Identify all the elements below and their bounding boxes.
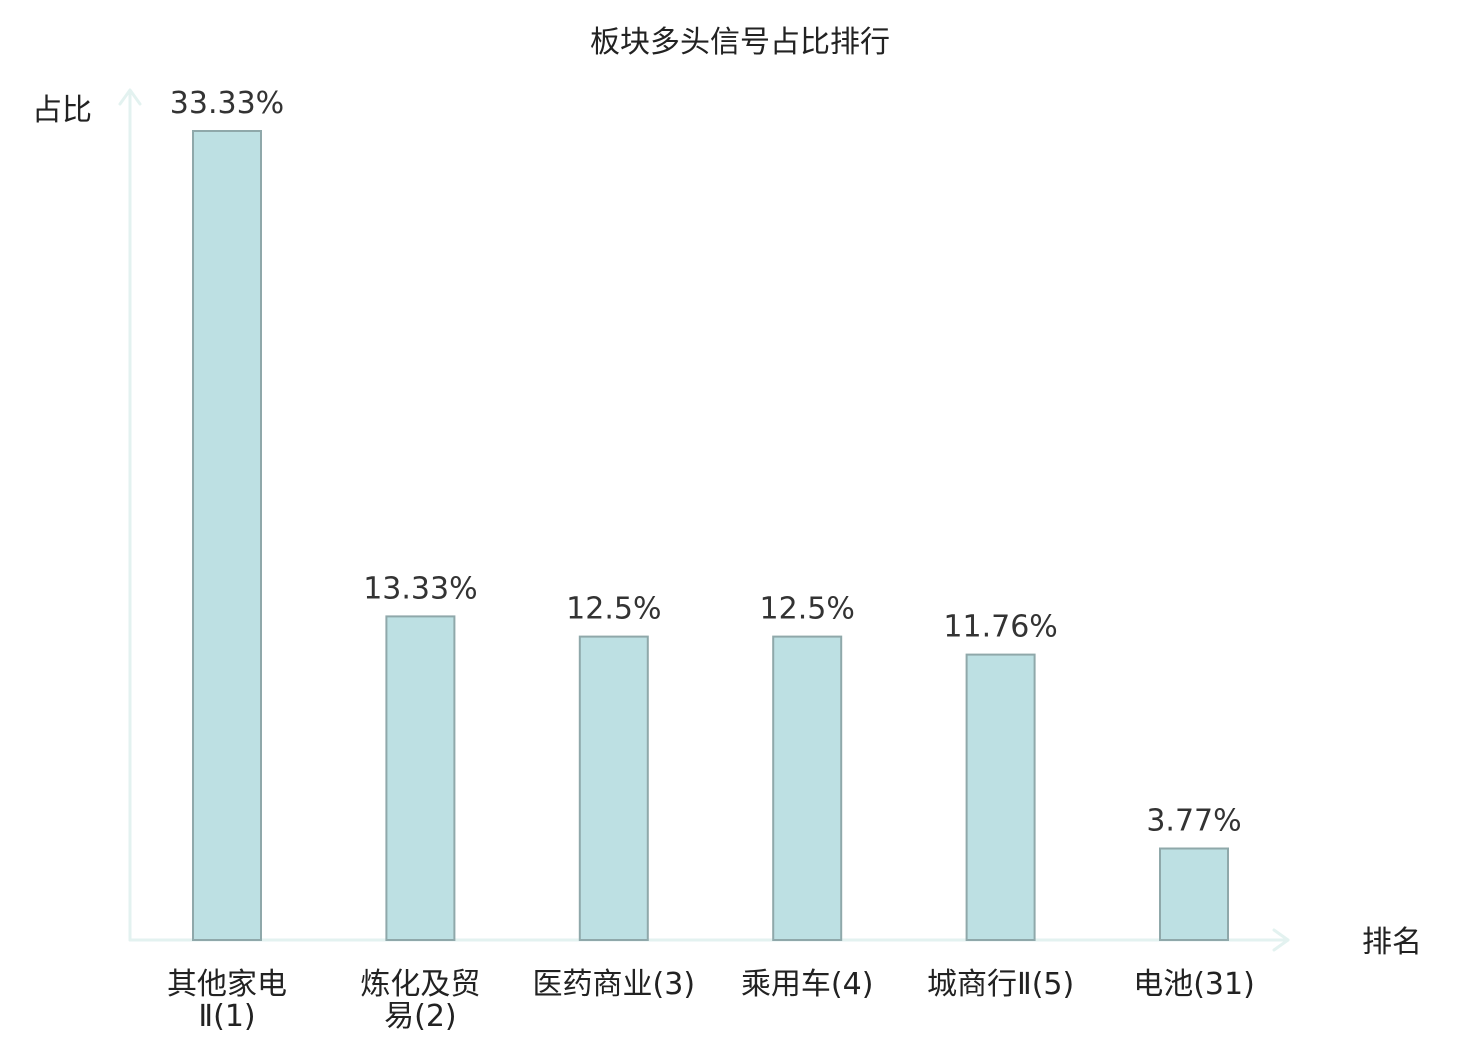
bar-1: [192, 130, 262, 941]
category-label-4: 乘用车(4): [741, 967, 874, 1002]
bar-3: [578, 635, 649, 941]
chart-title: 板块多头信号占比排行: [590, 25, 890, 60]
y-axis-arrow: [118, 88, 142, 106]
category-label-1-line2: Ⅱ(1): [198, 999, 255, 1034]
x-axis-label: 排名: [1362, 925, 1422, 960]
category-label-1: 其他家电: [167, 967, 287, 1002]
bar-5: [965, 653, 1036, 941]
category-label-2-line2: 易(2): [384, 999, 457, 1034]
value-labels-group: 33.33% 13.33% 12.5% 12.5% 11.76% 3.77%: [170, 86, 1242, 839]
bar-value-label-6: 3.77%: [1146, 804, 1241, 839]
bars-group: [192, 130, 1229, 942]
x-axis-arrow: [1272, 928, 1290, 952]
category-label-3: 医药商业(3): [533, 967, 696, 1002]
bar-value-label-2: 13.33%: [363, 571, 477, 606]
y-axis-label: 占比: [32, 93, 92, 128]
bar-value-label-1: 33.33%: [170, 86, 284, 121]
bar-value-label-3: 12.5%: [566, 592, 661, 627]
bar-2: [385, 615, 456, 942]
category-label-6: 电池(31): [1133, 967, 1255, 1002]
axes: [118, 88, 1290, 952]
bar-value-label-5: 11.76%: [943, 610, 1057, 645]
bar-6: [1159, 847, 1229, 941]
category-label-2: 炼化及贸: [360, 967, 480, 1002]
bar-4: [772, 635, 843, 941]
bar-value-label-4: 12.5%: [760, 592, 855, 627]
category-label-5: 城商行Ⅱ(5): [927, 967, 1074, 1002]
